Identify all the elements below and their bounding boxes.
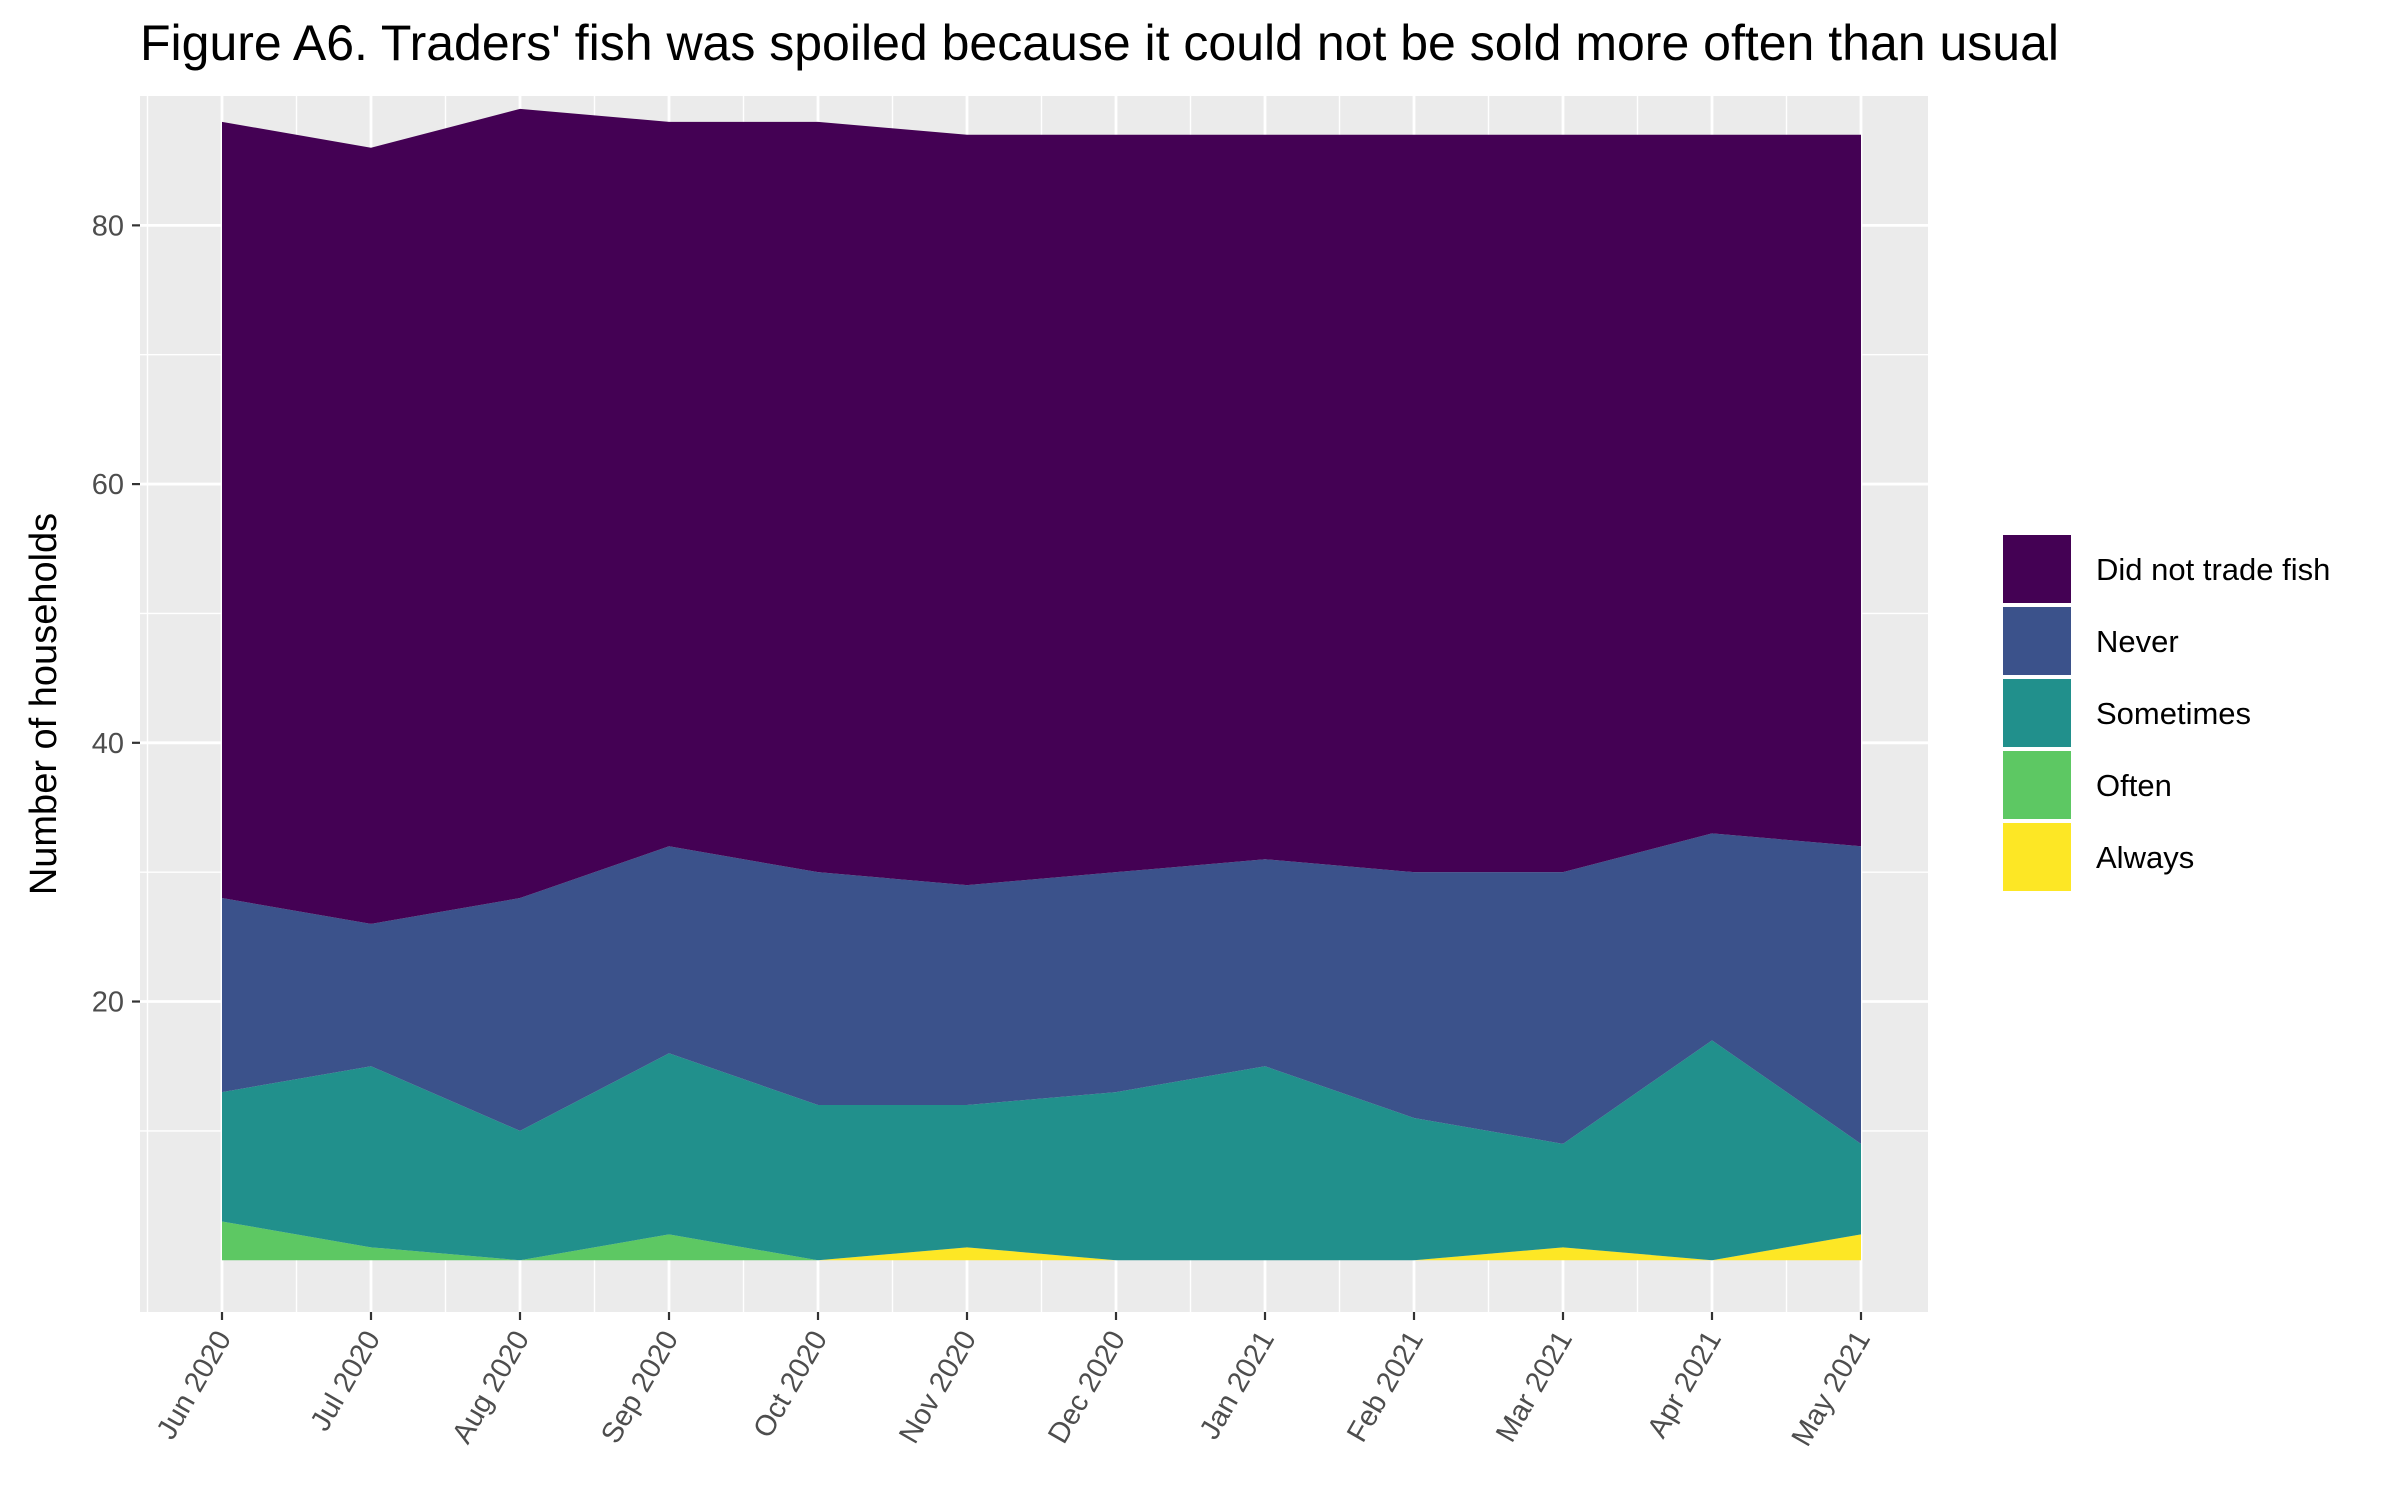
- x-tick-label: Jan 2021: [1194, 1326, 1281, 1445]
- area-never: [222, 833, 1861, 1144]
- legend-key-did-not-trade-fish: [2001, 533, 2073, 605]
- x-tick-label: Dec 2020: [1042, 1326, 1132, 1450]
- x-tick-label: May 2021: [1786, 1326, 1877, 1452]
- x-tick-label: Jun 2020: [151, 1326, 238, 1445]
- area-always: [222, 1234, 1861, 1261]
- legend-key-sometimes: [2001, 677, 2073, 749]
- x-tick-label: Jul 2020: [305, 1326, 388, 1437]
- y-axis-title: Number of households: [23, 513, 65, 895]
- area-did-not-trade-fish: [222, 108, 1861, 924]
- y-tick-label: 20: [92, 987, 124, 1019]
- y-tick-label: 80: [92, 210, 124, 242]
- y-tick-label: 60: [92, 469, 124, 501]
- x-axis: Jun 2020 Jul 2020 Aug 2020 Sep 2020 Oct 2020…: [151, 1312, 1877, 1452]
- legend: Did not trade fish Never Sometimes Often Alw…: [2001, 533, 2330, 893]
- y-axis: 20 40 60 80: [92, 210, 140, 1019]
- chart-title: Figure A6. Traders' fish was spoiled bec…: [140, 15, 2059, 71]
- legend-key-never: [2001, 605, 2073, 677]
- legend-label-never: Never: [2096, 624, 2179, 659]
- legend-label-did-not-trade-fish: Did not trade fish: [2096, 552, 2330, 587]
- legend-label-always: Always: [2096, 840, 2194, 875]
- legend-label-sometimes: Sometimes: [2096, 696, 2251, 731]
- legend-label-often: Often: [2096, 768, 2172, 803]
- x-tick-label: Apr 2021: [1641, 1326, 1728, 1444]
- area-often: [222, 1221, 1861, 1261]
- legend-key-always: [2001, 821, 2073, 893]
- x-tick-label: Feb 2021: [1341, 1326, 1430, 1448]
- y-tick-label: 40: [92, 728, 124, 760]
- x-tick-label: Nov 2020: [893, 1326, 983, 1450]
- x-tick-label: Sep 2020: [595, 1326, 685, 1450]
- x-tick-label: Mar 2021: [1490, 1326, 1579, 1448]
- area-sometimes: [222, 1040, 1861, 1261]
- stacked-areas: [222, 108, 1861, 1261]
- legend-key-often: [2001, 749, 2073, 821]
- x-tick-label: Oct 2020: [748, 1326, 835, 1444]
- x-tick-label: Aug 2020: [446, 1326, 536, 1450]
